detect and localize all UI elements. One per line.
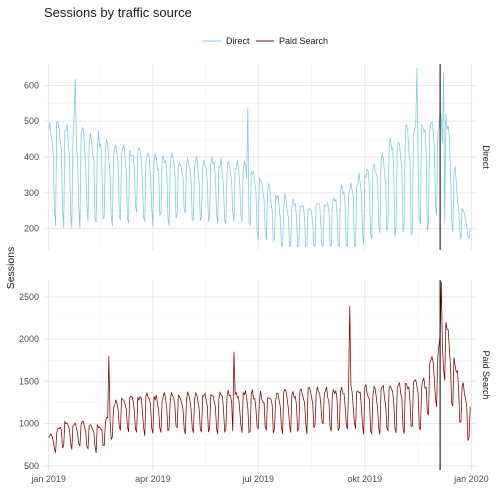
y-tick-label: 1000 xyxy=(19,419,39,429)
y-axis-title: Sessions xyxy=(5,247,17,290)
y-tick-label: 500 xyxy=(24,461,39,471)
y-tick-label: 300 xyxy=(24,188,39,198)
panel-0: 200 300 400 500 600 xyxy=(24,64,476,250)
series-line-direct xyxy=(48,68,471,248)
y-tick-label: 200 xyxy=(24,224,39,234)
panel-strip-direct: Direct xyxy=(481,145,491,169)
legend-label-direct: Direct xyxy=(226,36,250,46)
panel-strip-paid-search: Paid Search xyxy=(481,350,491,399)
series-line-paid-search xyxy=(48,281,471,453)
panel-1: 500 1000 1500 2000 2500 xyxy=(19,280,476,471)
y-tick-label: 400 xyxy=(24,152,39,162)
x-tick-jan-2019: jan 2019 xyxy=(30,474,66,484)
x-tick-jul-2019: jul 2019 xyxy=(241,474,274,484)
y-tick-label: 500 xyxy=(24,116,39,126)
x-tick-okt-2019: okt 2019 xyxy=(348,474,383,484)
y-tick-label: 2500 xyxy=(19,292,39,302)
x-tick-apr-2019: apr 2019 xyxy=(135,474,171,484)
y-tick-label: 1500 xyxy=(19,376,39,386)
legend: Direct Paid Search xyxy=(203,36,328,46)
legend-label-paid-search: Paid Search xyxy=(279,36,328,46)
chart-title: Sessions by traffic source xyxy=(44,5,192,20)
plot-layer: 200 300 400 500 600 500 1000 1500 2000 2500 jan 20… xyxy=(19,64,489,484)
y-tick-label: 600 xyxy=(24,80,39,90)
y-tick-label: 2000 xyxy=(19,334,39,344)
x-tick-jan-2020: jan 2020 xyxy=(453,474,489,484)
